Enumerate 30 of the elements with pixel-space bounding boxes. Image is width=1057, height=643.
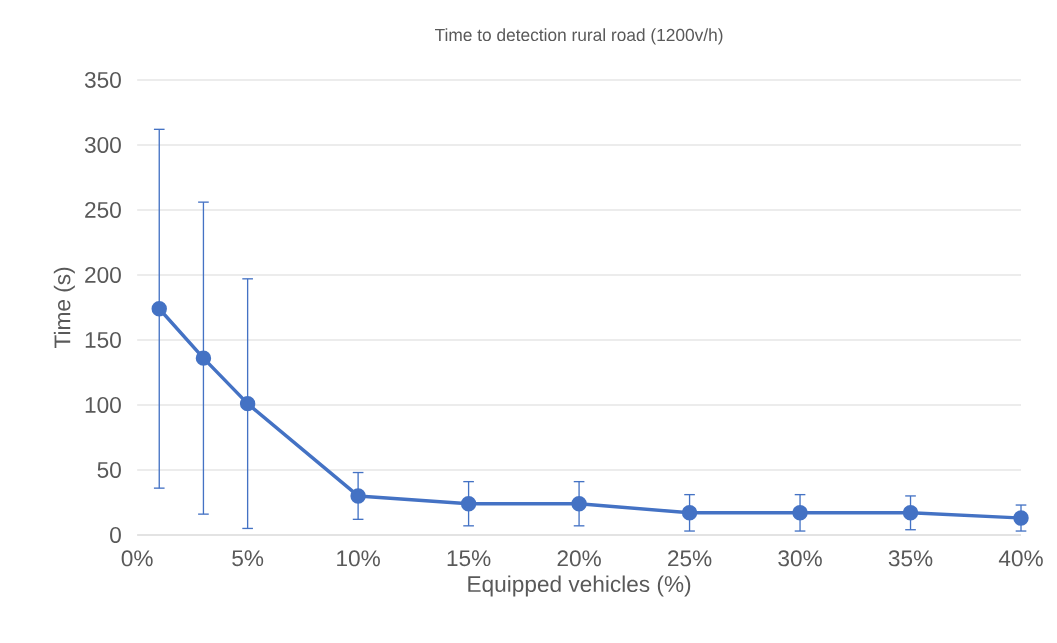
point (792, 505, 808, 521)
x-tick-label: 10% (337, 550, 380, 567)
point (350, 488, 366, 504)
x-tick-label: 20% (557, 550, 601, 567)
y-tick-label: 250 (85, 201, 121, 218)
point (460, 496, 477, 512)
x-tick-label: 15% (447, 550, 491, 567)
x-axis-title: Equipped vehicles (%) (468, 575, 691, 597)
y-tick-label: 350 (84, 71, 121, 88)
y-tick-label: 150 (85, 331, 121, 348)
x-tick-label: 35% (888, 550, 933, 567)
x-tick-label: 40% (998, 550, 1043, 567)
y-tick-label: 50 (97, 461, 121, 478)
point (239, 395, 256, 412)
y-tick-label: 0 (110, 526, 121, 543)
point (1013, 510, 1029, 526)
point (151, 301, 167, 317)
y-tick-label: 200 (85, 266, 121, 283)
x-tick-label: 25% (668, 550, 712, 567)
point (571, 496, 587, 512)
y-tick-label: 100 (85, 396, 121, 413)
point (195, 350, 212, 366)
point (902, 505, 919, 521)
x-tick-label: 30% (778, 550, 822, 567)
y-axis-title: Time (s) (53, 267, 75, 349)
point (681, 505, 698, 521)
x-tick-label: 5% (232, 550, 264, 567)
y-tick-label: 300 (84, 136, 121, 153)
x-tick-label: 0% (121, 550, 153, 567)
chart-title: Time to detection rural road (1200v/h) (434, 28, 723, 45)
